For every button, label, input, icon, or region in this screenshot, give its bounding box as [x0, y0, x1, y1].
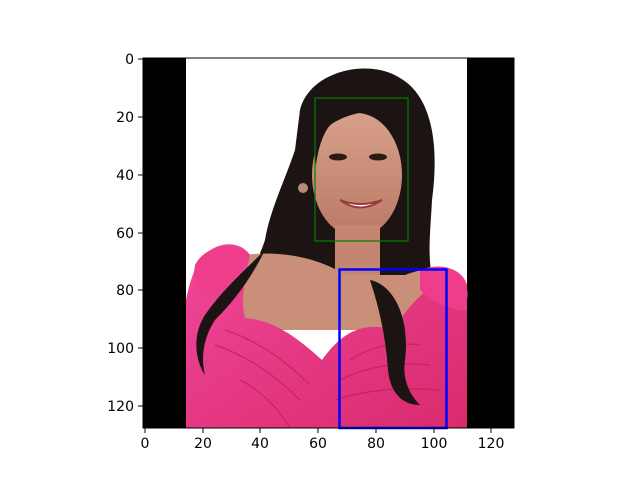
x-tick-label: 60: [309, 436, 327, 452]
x-tick-label: 0: [141, 436, 150, 452]
y-tick-label: 40: [116, 168, 134, 184]
photo-image: [143, 58, 514, 428]
y-tick-label: 120: [107, 399, 134, 415]
y-tick-label: 20: [116, 110, 134, 126]
left-eye: [329, 153, 347, 161]
left-black-bar: [143, 58, 186, 428]
hair-left-strands: [196, 250, 265, 375]
y-tick-label: 80: [116, 283, 134, 299]
right-black-bar: [467, 58, 514, 428]
y-tick-labels: 0 20 40 60 80 100 120: [107, 52, 134, 415]
chest-skin: [235, 253, 462, 330]
neck-shape: [335, 225, 380, 275]
x-axis: [144, 428, 492, 433]
face-box: [314, 97, 409, 242]
right-sleeve: [420, 266, 467, 311]
left-sleeve: [194, 246, 250, 298]
hair-strands: [370, 280, 420, 405]
right-eye: [369, 153, 387, 161]
face-shape: [312, 113, 402, 237]
x-tick-label: 40: [251, 436, 269, 452]
ruffle-lines: [214, 329, 441, 428]
x-tick-label: 100: [421, 436, 448, 452]
y-tick-label: 0: [125, 52, 134, 68]
x-tick-label: 120: [478, 436, 505, 452]
x-tick-labels: 0 20 40 60 80 100 120: [141, 436, 505, 452]
y-tick-label: 60: [116, 226, 134, 242]
x-tick-label: 80: [367, 436, 385, 452]
x-tick-label: 20: [194, 436, 212, 452]
axes-frame: [142, 57, 515, 429]
mouth: [339, 199, 383, 209]
y-tick-label: 100: [107, 341, 134, 357]
y-axis: [138, 58, 143, 407]
earring: [298, 183, 308, 193]
hair-fringe: [312, 100, 405, 165]
